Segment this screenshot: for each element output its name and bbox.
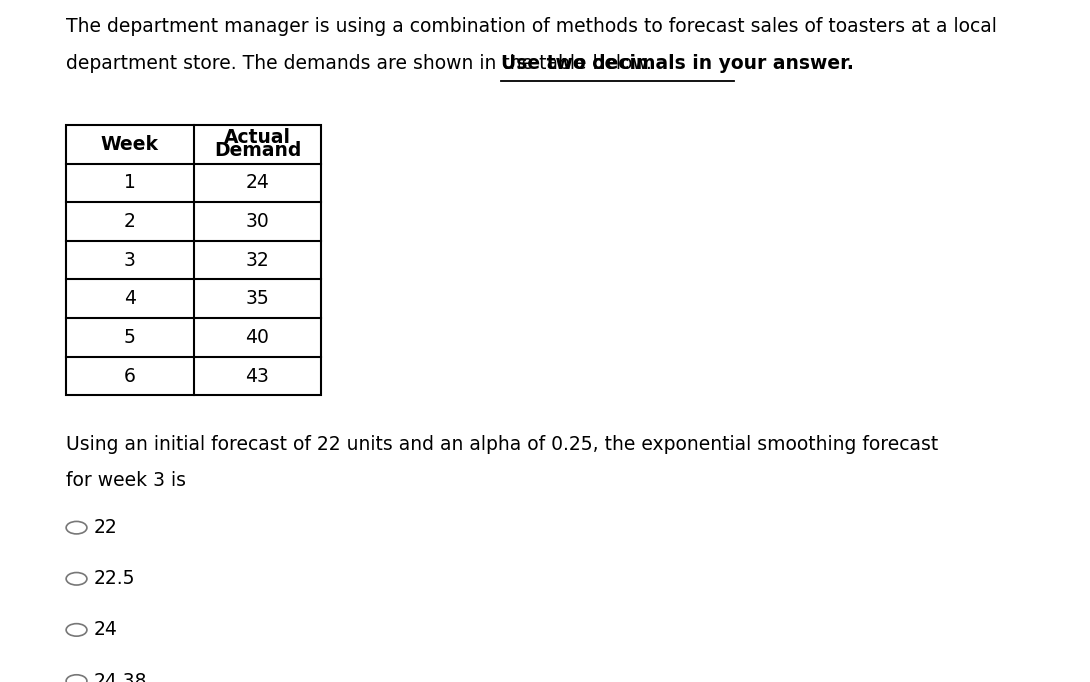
Circle shape: [66, 522, 87, 534]
Text: 24.38: 24.38: [93, 672, 147, 682]
Text: 35: 35: [245, 289, 269, 308]
Text: 40: 40: [245, 328, 269, 347]
Text: department store. The demands are shown in the table below.: department store. The demands are shown …: [66, 54, 658, 73]
Text: 5: 5: [124, 328, 136, 347]
Text: 43: 43: [245, 366, 269, 385]
Text: 3: 3: [124, 251, 136, 269]
Circle shape: [66, 573, 87, 585]
Text: 32: 32: [245, 251, 269, 269]
Bar: [66, 125, 322, 396]
Text: Use two decimals in your answer.: Use two decimals in your answer.: [501, 54, 855, 73]
Text: Actual: Actual: [223, 128, 291, 147]
Text: Week: Week: [101, 135, 159, 153]
Text: for week 3 is: for week 3 is: [66, 471, 186, 490]
Text: Demand: Demand: [214, 141, 301, 160]
Text: The department manager is using a combination of methods to forecast sales of to: The department manager is using a combin…: [66, 17, 997, 36]
Text: 6: 6: [124, 366, 136, 385]
Circle shape: [66, 674, 87, 682]
Text: 24: 24: [93, 621, 117, 640]
Text: 22: 22: [93, 518, 117, 537]
Text: 4: 4: [124, 289, 136, 308]
Circle shape: [66, 623, 87, 636]
Text: 1: 1: [124, 173, 136, 192]
Text: 22.5: 22.5: [93, 569, 135, 589]
Text: Using an initial forecast of 22 units and an alpha of 0.25, the exponential smoo: Using an initial forecast of 22 units an…: [66, 435, 938, 454]
Text: 24: 24: [245, 173, 269, 192]
Text: 30: 30: [245, 212, 269, 231]
Text: 2: 2: [124, 212, 136, 231]
